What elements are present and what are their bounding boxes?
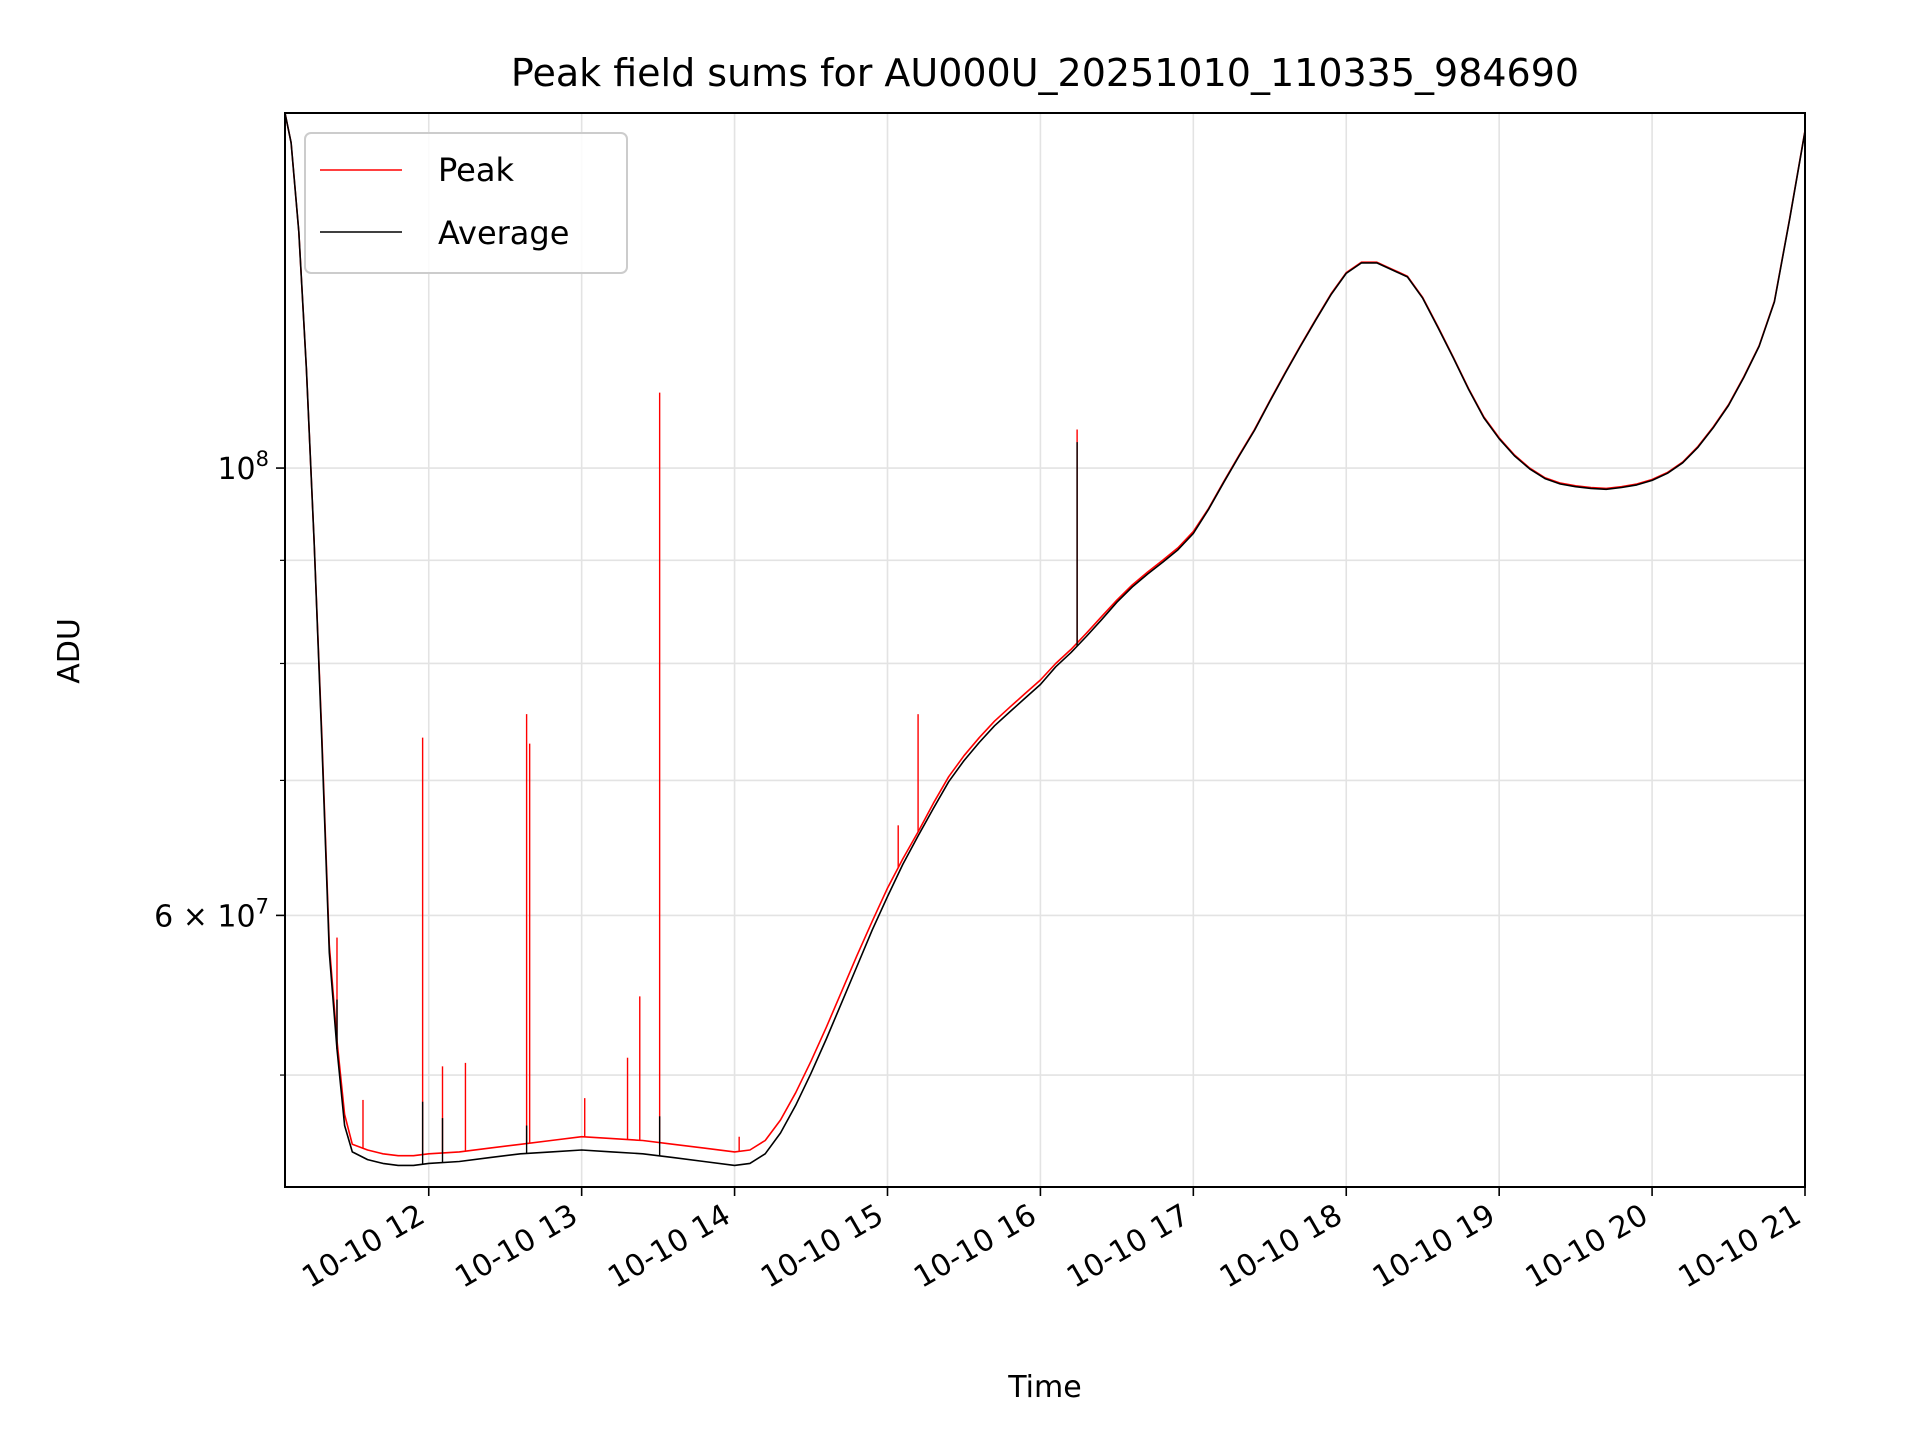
series-line-peak xyxy=(284,112,1806,1157)
plot-frame xyxy=(284,112,1806,1188)
chart-title: Peak field sums for AU000U_20251010_1103… xyxy=(511,51,1579,95)
y-tick-label-base: 10 xyxy=(217,452,255,487)
y-axis-label: ADU xyxy=(52,618,87,684)
y-tick-label-base: 6 × 10 xyxy=(154,899,255,934)
series-line-average xyxy=(284,112,1806,1167)
legend: Peak Average xyxy=(304,132,628,274)
y-tick-label: 108 xyxy=(217,447,269,487)
y-tick-label-exponent: 7 xyxy=(256,894,269,918)
series-average xyxy=(284,112,1806,1167)
legend-label-peak: Peak xyxy=(438,151,514,189)
legend-label-average: Average xyxy=(438,214,569,252)
x-axis-label: Time xyxy=(1007,1370,1081,1405)
y-tick-label: 6 × 107 xyxy=(154,894,269,934)
legend-box xyxy=(304,132,628,274)
y-axis: 108 6 × 107 xyxy=(154,447,285,1076)
y-tick-label-exponent: 8 xyxy=(256,447,269,471)
series-peak xyxy=(284,112,1806,1157)
series-layer xyxy=(284,112,1806,1167)
